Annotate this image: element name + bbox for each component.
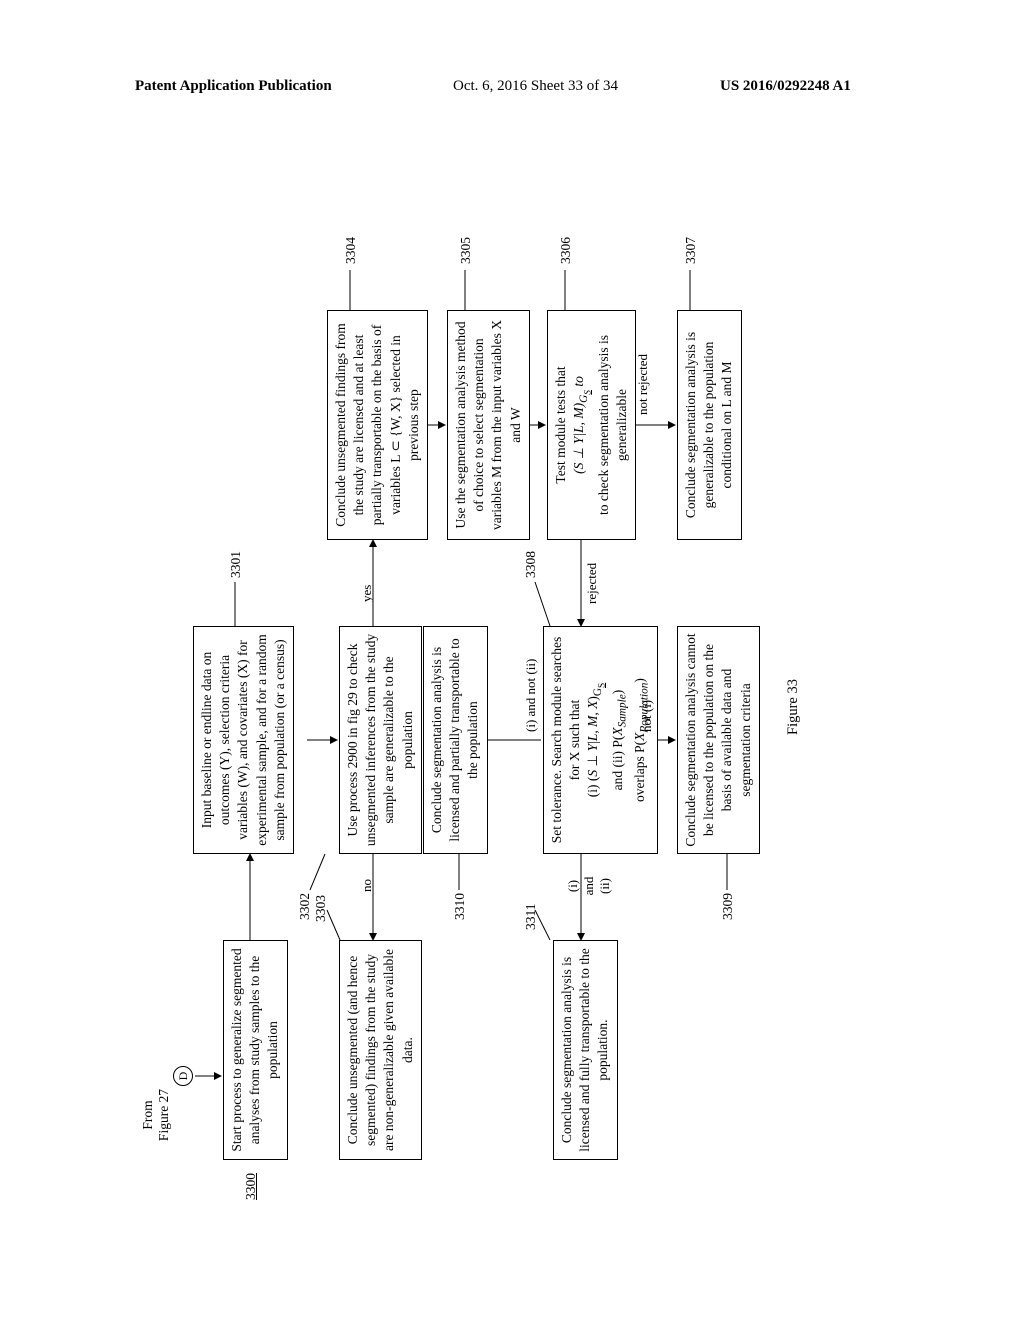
box-3308-a: Set tolerance. Search module searches fo… [548, 633, 584, 847]
from-line1: From [140, 1080, 156, 1150]
header-left: Patent Application Publication [135, 78, 332, 95]
box-3306: Test module tests that (S ⊥ Y|L, M)GS to… [547, 310, 636, 540]
ref-3301: 3301 [228, 551, 244, 578]
ref-3311: 3311 [523, 904, 539, 931]
box-3306-c: to check segmentation analysis is genera… [595, 317, 631, 533]
from-figure-label: From Figure 27 [140, 1080, 172, 1150]
figure-caption: Figure 33 [785, 679, 802, 735]
from-line2: Figure 27 [156, 1080, 172, 1150]
page: Patent Application Publication Oct. 6, 2… [0, 0, 1024, 1320]
box-3301: Input baseline or endline data on outcom… [193, 626, 294, 854]
diagram-container: From Figure 27 D 3300 Start process to g… [135, 160, 895, 1210]
edge-no: no [359, 879, 375, 892]
header-right: US 2016/0292248 A1 [720, 78, 851, 95]
edge-yes: yes [359, 585, 375, 602]
ref-3306: 3306 [558, 237, 574, 264]
box-3306-b: (S ⊥ Y|L, M)GS to [570, 317, 595, 533]
edge-not-i: not (i) [639, 700, 655, 732]
ref-3307: 3307 [683, 237, 699, 264]
box-3305: Use the segmentation analysis method of … [447, 310, 530, 540]
flowchart: From Figure 27 D 3300 Start process to g… [135, 160, 895, 1210]
box-3307: Conclude segmentation analysis is genera… [677, 310, 742, 540]
box-3300: Start process to generalize segmented an… [223, 940, 288, 1160]
box-3308-b: (i) (S ⊥ Y|L, M, X)GS [584, 633, 609, 847]
box-3302: Use process 2900 in fig 29 to check unse… [339, 626, 422, 854]
box-3309: Conclude segmentation analysis cannot be… [677, 626, 760, 854]
header: Patent Application Publication Oct. 6, 2… [0, 78, 1024, 108]
edge-notrejected: not rejected [635, 354, 651, 415]
box-3303: Conclude unsegmented (and hence segmente… [339, 940, 422, 1160]
ref-3302: 3302 [297, 893, 313, 920]
ref-3309: 3309 [720, 893, 736, 920]
ref-3300: 3300 [243, 1173, 259, 1200]
edge-rejected: rejected [584, 563, 600, 604]
edge-i-and-ii: (i) and (ii) [565, 866, 613, 906]
edge-i-not-ii: (i) and not (ii) [523, 659, 539, 732]
connector-d: D [173, 1066, 193, 1086]
ref-3310: 3310 [452, 893, 468, 920]
box-3308: Set tolerance. Search module searches fo… [543, 626, 658, 854]
header-middle: Oct. 6, 2016 Sheet 33 of 34 [453, 78, 618, 95]
box-3306-a: Test module tests that [552, 317, 570, 533]
ref-3308: 3308 [523, 551, 539, 578]
box-3311: Conclude segmentation analysis is licens… [553, 940, 618, 1160]
ref-3304: 3304 [343, 237, 359, 264]
box-3304: Conclude unsegmented findings from the s… [327, 310, 428, 540]
ref-3303: 3303 [313, 895, 329, 922]
box-3308-c: and (ii) P(XSample)overlaps P(XPopulatio… [609, 633, 653, 847]
ref-3305: 3305 [458, 237, 474, 264]
box-3310: Conclude segmentation analysis is licens… [423, 626, 488, 854]
